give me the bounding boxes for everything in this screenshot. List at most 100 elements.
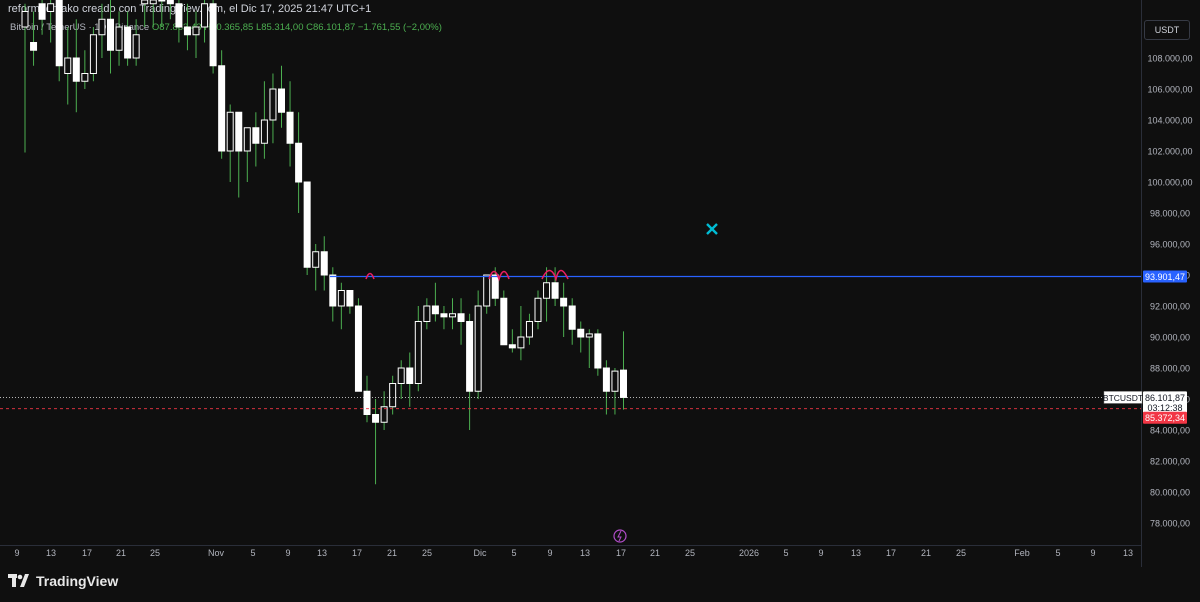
currency-button[interactable]: USDT xyxy=(1144,20,1190,40)
candle xyxy=(192,11,200,58)
candle-body xyxy=(320,251,328,276)
tradingview-logo[interactable]: TradingView xyxy=(8,573,118,589)
candle xyxy=(329,267,337,322)
candle xyxy=(423,298,431,330)
time-axis: 9 13 17 21 25 Nov 5 9 13 17 21 25 Dic 5 9 13 17 21 25 2026 5… xyxy=(14,548,1133,558)
x-tick-label: 25 xyxy=(422,548,432,558)
candle xyxy=(47,0,55,43)
x-tick-label: 13 xyxy=(46,548,56,558)
candle-body xyxy=(158,0,166,2)
candle-body xyxy=(602,367,610,392)
annotations-layer xyxy=(365,223,718,543)
symbol-price-tag: BTCUSDT xyxy=(1103,391,1143,404)
candle-body xyxy=(107,18,114,51)
candle-body xyxy=(124,26,132,59)
candle xyxy=(218,50,226,159)
y-tick-label: 90.000,00 xyxy=(1150,333,1190,343)
candle-body xyxy=(252,127,260,144)
candle-body xyxy=(312,251,320,268)
candle-body xyxy=(286,111,294,144)
candle xyxy=(107,0,114,74)
candle-body xyxy=(201,3,209,28)
close-value: C86.101,87 xyxy=(306,22,356,33)
candle xyxy=(141,0,149,27)
price-tags: 93.901,47 BTCUSDT 86.101,8703:12:3885.372,… xyxy=(1103,270,1187,424)
high-value: H90.365,85 xyxy=(204,22,254,33)
price-axis: 108.000,00 106.000,00 104.000,00 102.000,00… xyxy=(1147,54,1192,529)
candle-body xyxy=(500,297,508,346)
candle-body xyxy=(235,111,243,152)
candle-body xyxy=(380,406,388,423)
candle-body xyxy=(594,333,602,369)
candle xyxy=(406,352,414,407)
footer xyxy=(0,567,1200,602)
candle xyxy=(585,329,593,368)
symbol-label[interactable]: Bitcoin / TetherUS · 1D · Binance xyxy=(10,22,150,33)
x-tick-label: 17 xyxy=(886,548,896,558)
candle-body xyxy=(295,142,303,183)
candle xyxy=(158,0,166,27)
price-lines-layer xyxy=(0,275,1141,410)
x-tick-label: 5 xyxy=(783,548,788,558)
candle xyxy=(389,375,397,415)
candle xyxy=(175,0,183,43)
candle xyxy=(98,3,106,58)
candle xyxy=(55,0,63,82)
candle-body xyxy=(175,3,183,28)
candle xyxy=(500,290,508,346)
candle xyxy=(286,81,294,167)
candle-body xyxy=(551,282,559,299)
x-tick-label: 13 xyxy=(851,548,861,558)
candle xyxy=(483,274,491,314)
candle xyxy=(337,282,345,330)
y-tick-label: 84.000,00 xyxy=(1150,426,1190,436)
y-tick-label: 104.000,00 xyxy=(1147,116,1192,126)
x-tick-label: 17 xyxy=(352,548,362,558)
candle xyxy=(89,27,97,82)
candle-body xyxy=(363,390,371,415)
x-tick-label: 21 xyxy=(650,548,660,558)
symbol-label: BTCUSDT xyxy=(1103,393,1143,403)
candle xyxy=(346,290,354,314)
candle-body xyxy=(55,0,63,67)
candle xyxy=(303,181,311,275)
candle xyxy=(431,282,439,322)
candle xyxy=(525,313,533,345)
candlestick-chart[interactable]: 108.000,00 106.000,00 104.000,00 102.000,00… xyxy=(0,0,1200,567)
candle-body xyxy=(337,290,345,307)
candle xyxy=(149,0,157,27)
candle-body xyxy=(611,370,619,392)
candle xyxy=(81,50,89,89)
candle-body xyxy=(406,367,414,384)
candle xyxy=(209,0,217,74)
x-tick-label: 5 xyxy=(250,548,255,558)
candle-body xyxy=(141,0,149,5)
x-tick-label: 17 xyxy=(616,548,626,558)
candle-body xyxy=(72,57,80,82)
current-price-label: 86.101,87 xyxy=(1145,393,1185,403)
x-tick-label: 25 xyxy=(956,548,966,558)
cross-icon xyxy=(706,223,718,235)
x-tick-label: 9 xyxy=(818,548,823,558)
candle xyxy=(320,236,328,291)
candle xyxy=(577,321,585,353)
y-tick-label: 106.000,00 xyxy=(1147,85,1192,95)
x-tick-label: 2026 xyxy=(739,548,759,558)
candle-body xyxy=(132,34,140,59)
flash-icon[interactable] xyxy=(613,529,627,543)
candle-body xyxy=(543,282,551,299)
candle xyxy=(295,112,303,213)
page-title: reformedmako creado con TradingView.com,… xyxy=(8,3,372,15)
candle-body xyxy=(226,111,234,152)
candle xyxy=(166,0,174,20)
candle-body xyxy=(260,119,268,144)
candle-body xyxy=(483,274,491,307)
candle-body xyxy=(209,3,217,67)
candle xyxy=(312,244,320,291)
candle-body xyxy=(534,297,542,322)
candle-body xyxy=(149,0,157,5)
candle xyxy=(534,290,542,330)
candle-body xyxy=(183,26,191,36)
